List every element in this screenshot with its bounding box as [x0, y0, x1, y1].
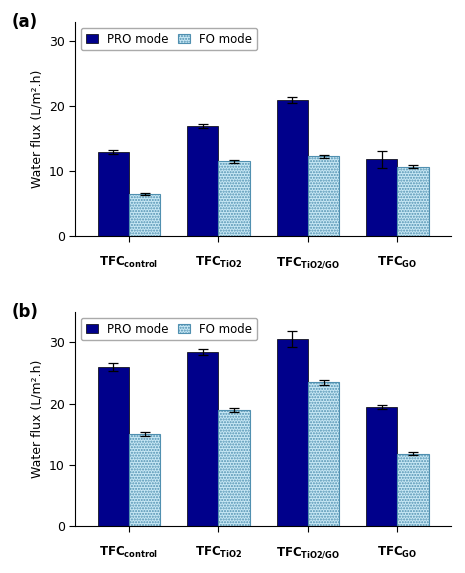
Text: $\mathbf{TFC}_{\mathbf{TiO2/GO}}$: $\mathbf{TFC}_{\mathbf{TiO2/GO}}$	[276, 255, 340, 270]
Bar	[308, 382, 339, 526]
Bar	[277, 100, 308, 236]
Text: $\mathbf{TFC}_{\mathbf{TiO2}}$: $\mathbf{TFC}_{\mathbf{TiO2}}$	[195, 255, 242, 270]
Bar	[129, 434, 160, 526]
Bar	[277, 339, 308, 526]
Bar	[129, 194, 160, 236]
Text: $\mathbf{TFC}_{\mathbf{control}}$: $\mathbf{TFC}_{\mathbf{control}}$	[100, 545, 159, 560]
Text: $\mathbf{TFC}_{\mathbf{control}}$: $\mathbf{TFC}_{\mathbf{control}}$	[100, 255, 159, 270]
Text: (a): (a)	[11, 13, 37, 32]
Bar	[98, 367, 129, 526]
Bar	[187, 352, 219, 526]
Bar	[398, 167, 429, 236]
Text: $\mathbf{TFC}_{\mathbf{GO}}$: $\mathbf{TFC}_{\mathbf{GO}}$	[377, 255, 418, 270]
Bar	[366, 407, 398, 526]
Legend: PRO mode, FO mode: PRO mode, FO mode	[81, 28, 257, 50]
Bar	[366, 159, 398, 236]
Bar	[219, 162, 250, 236]
Y-axis label: Water flux (L/m².h): Water flux (L/m².h)	[30, 360, 43, 478]
Bar	[187, 125, 219, 236]
Text: $\mathbf{TFC}_{\mathbf{TiO2}}$: $\mathbf{TFC}_{\mathbf{TiO2}}$	[195, 545, 242, 560]
Bar	[398, 454, 429, 526]
Text: $\mathbf{TFC}_{\mathbf{GO}}$: $\mathbf{TFC}_{\mathbf{GO}}$	[377, 545, 418, 560]
Bar	[219, 410, 250, 526]
Legend: PRO mode, FO mode: PRO mode, FO mode	[81, 318, 257, 340]
Bar	[308, 156, 339, 236]
Y-axis label: Water flux (L/m².h): Water flux (L/m².h)	[30, 70, 43, 188]
Bar	[98, 152, 129, 236]
Text: (b): (b)	[11, 303, 38, 321]
Text: $\mathbf{TFC}_{\mathbf{TiO2/GO}}$: $\mathbf{TFC}_{\mathbf{TiO2/GO}}$	[276, 545, 340, 560]
